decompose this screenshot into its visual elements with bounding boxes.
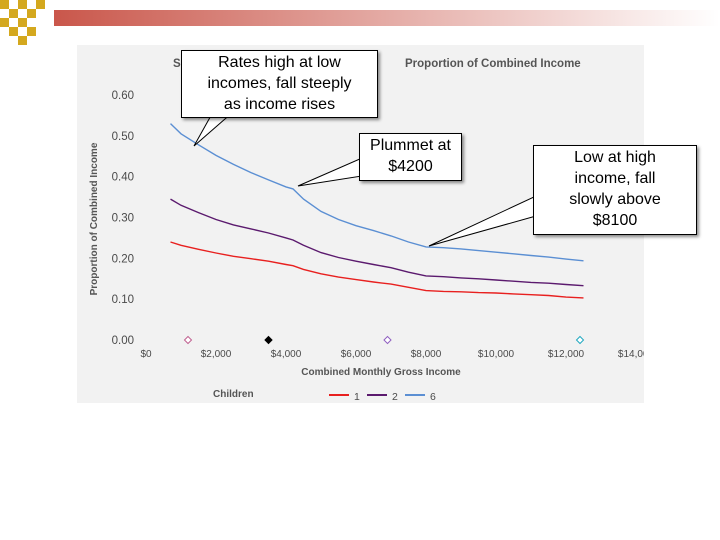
diamond-marker	[575, 335, 585, 345]
callout-line: $8100	[592, 212, 638, 229]
legend-label: 6	[430, 391, 436, 403]
legend-label: 1	[354, 391, 360, 403]
diamond-marker	[183, 335, 193, 345]
x-tick-label: $10,000	[478, 349, 515, 360]
callout-line: incomes, fall steeply	[207, 75, 352, 92]
y-tick-label: 0.20	[112, 253, 134, 265]
callout-line: $4200	[388, 158, 433, 175]
callout-low-high: Low at high income, fall slowly above $8…	[533, 145, 697, 235]
y-axis-label: Proportion of Combined Income	[89, 142, 100, 295]
diamond-marker	[383, 335, 392, 345]
y-tick-label: 0.60	[112, 90, 134, 102]
legend-title: Children	[213, 389, 254, 400]
x-tick-label: $2,000	[201, 349, 232, 360]
y-axis-ticks: 0.00 0.10 0.20 0.30 0.40 0.50 0.60	[112, 90, 134, 347]
chart-title: Proportion of Combined Income	[405, 58, 581, 70]
callout-plummet: Plummet at $4200	[359, 133, 462, 181]
x-axis-label: Combined Monthly Gross Income	[301, 367, 461, 378]
callout-line: Plummet at	[370, 137, 451, 154]
series-line-2	[170, 198, 584, 287]
decorative-header-band	[0, 0, 720, 45]
x-tick-label: $14,000	[618, 349, 644, 360]
y-tick-label: 0.00	[112, 335, 134, 347]
y-tick-label: 0.40	[112, 172, 134, 184]
x-tick-label: $0	[140, 349, 152, 360]
line-chart: S Proportion of Combined Income Proporti…	[89, 58, 644, 403]
series-lines	[170, 123, 584, 299]
series-line-1	[170, 241, 584, 299]
y-tick-label: 0.50	[112, 131, 134, 143]
x-axis-ticks: $0 $2,000 $4,000 $6,000 $8,000 $10,000 $12,000…	[140, 349, 644, 360]
x-tick-label: $6,000	[341, 349, 372, 360]
callout-line: slowly above	[569, 191, 661, 208]
x-tick-label: $4,000	[271, 349, 302, 360]
diamond-marker	[264, 335, 273, 345]
x-tick-label: $8,000	[411, 349, 442, 360]
series-line-6	[170, 123, 584, 262]
legend: 1 2 6	[329, 391, 436, 403]
checker-squares-icon	[0, 0, 45, 45]
axis-markers	[183, 335, 585, 345]
chart-title-prefix: S	[173, 58, 181, 70]
callout-line: income, fall	[574, 170, 656, 187]
legend-label: 2	[392, 391, 398, 403]
callout-line: Low at high	[574, 149, 656, 166]
title-fade-bar	[54, 10, 720, 26]
x-tick-label: $12,000	[548, 349, 585, 360]
callout-high-low: Rates high at low incomes, fall steeply …	[181, 50, 378, 118]
y-tick-label: 0.30	[112, 213, 134, 225]
callout-line: Rates high at low	[218, 54, 341, 71]
y-tick-label: 0.10	[112, 294, 134, 306]
callout-line: as income rises	[223, 96, 336, 113]
